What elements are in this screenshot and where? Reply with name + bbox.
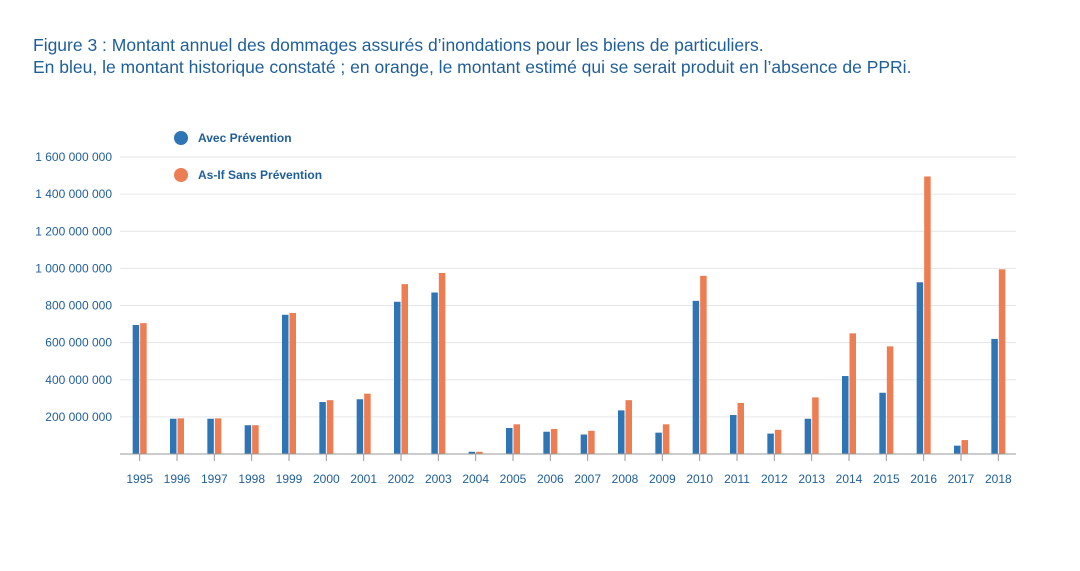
legend-label-sans: As-If Sans Prévention xyxy=(198,168,322,182)
bar-sans-2003 xyxy=(438,273,446,454)
bar-sans-2011 xyxy=(737,402,744,454)
y-tick-label: 1 000 000 000 xyxy=(35,261,112,275)
x-tick-label: 2015 xyxy=(873,472,900,486)
bar-avec-1995 xyxy=(132,324,140,454)
bar-sans-2016 xyxy=(924,176,931,454)
gridlines xyxy=(120,156,1016,418)
y-tick-label: 1 200 000 000 xyxy=(35,224,112,238)
x-tick-label: 2012 xyxy=(761,472,788,486)
bar-avec-2015 xyxy=(879,392,886,454)
bar-sans-2004 xyxy=(476,451,483,454)
bar-sans-2000 xyxy=(326,400,334,454)
caption-line-1: Figure 3 : Montant annuel des dommages a… xyxy=(33,35,764,55)
y-tick-label: 200 000 000 xyxy=(45,410,112,424)
y-tick-label: 1 600 000 000 xyxy=(35,150,112,164)
x-tick-label: 2018 xyxy=(985,472,1012,486)
x-tick-label: 2000 xyxy=(313,472,340,486)
bar-sans-2005 xyxy=(513,424,520,454)
bar-sans-2002 xyxy=(401,284,408,454)
bar-sans-1999 xyxy=(289,312,296,454)
bar-sans-2018 xyxy=(998,269,1006,454)
bar-avec-1997 xyxy=(207,418,214,454)
bar-avec-2006 xyxy=(543,431,550,454)
bar-sans-2013 xyxy=(812,397,819,454)
bar-avec-2000 xyxy=(319,402,326,454)
bar-avec-2013 xyxy=(804,418,812,454)
x-tick-label: 2013 xyxy=(798,472,825,486)
bar-avec-2016 xyxy=(916,282,924,454)
x-tick-label: 2007 xyxy=(574,472,601,486)
x-tick-label: 2009 xyxy=(649,472,676,486)
x-tick-label: 2011 xyxy=(724,472,750,486)
x-tick-label: 2002 xyxy=(388,472,415,486)
bar-avec-2007 xyxy=(580,434,588,454)
x-tick-label: 1996 xyxy=(164,472,191,486)
bar-avec-2011 xyxy=(730,415,737,454)
x-tick-label: 1995 xyxy=(126,472,153,486)
x-tick-label: 1998 xyxy=(238,472,265,486)
x-axis: 1995 1996 1997 1998 1999 2000 2001 2002 2003 2004… xyxy=(120,453,1016,486)
legend-label-avec: Avec Prévention xyxy=(198,131,292,145)
bar-sans-2001 xyxy=(364,393,371,454)
x-tick-label: 2017 xyxy=(948,472,975,486)
x-tick-label: 2004 xyxy=(462,472,489,486)
x-tick-label: 2006 xyxy=(537,472,564,486)
bar-avec-2018 xyxy=(991,338,998,454)
y-tick-label: 600 000 000 xyxy=(45,336,112,350)
y-tick-label: 1 400 000 000 xyxy=(35,187,112,201)
bar-avec-1999 xyxy=(282,314,289,454)
bar-avec-2002 xyxy=(394,301,401,454)
bar-avec-1998 xyxy=(244,425,252,454)
bar-sans-2015 xyxy=(886,346,894,454)
bar-avec-2009 xyxy=(655,432,662,454)
y-tick-label: 800 000 000 xyxy=(45,299,112,313)
x-tick-label: 2001 xyxy=(350,472,377,486)
bar-sans-2008 xyxy=(625,400,632,454)
bar-avec-1996 xyxy=(170,418,177,454)
figure-caption: Figure 3 : Montant annuel des dommages a… xyxy=(33,34,911,78)
bar-sans-1998 xyxy=(252,425,259,454)
bar-avec-2001 xyxy=(356,399,364,454)
x-tick-label: 2005 xyxy=(500,472,527,486)
x-tick-label: 1999 xyxy=(276,472,303,486)
bar-avec-2017 xyxy=(954,445,961,454)
x-tick-label: 2008 xyxy=(612,472,639,486)
bar-sans-2006 xyxy=(550,428,558,454)
x-tick-label: 1997 xyxy=(201,472,228,486)
bar-avec-2010 xyxy=(692,300,700,454)
bar-sans-1997 xyxy=(214,418,222,454)
bar-avec-2014 xyxy=(842,376,849,454)
x-tick-label: 2014 xyxy=(836,472,863,486)
bar-avec-2003 xyxy=(431,292,438,454)
bar-sans-1995 xyxy=(140,323,147,454)
legend-marker-avec xyxy=(174,131,188,145)
bar-sans-2010 xyxy=(700,275,707,454)
x-tick-label: 2010 xyxy=(686,472,713,486)
bar-sans-1996 xyxy=(177,418,184,454)
x-tick-label: 2016 xyxy=(910,472,937,486)
bar-sans-2012 xyxy=(774,429,782,454)
bar-sans-2009 xyxy=(662,424,670,454)
legend: Avec Prévention As-If Sans Prévention xyxy=(174,131,322,182)
bar-avec-2012 xyxy=(767,433,774,454)
caption-line-2: En bleu, le montant historique constaté … xyxy=(33,57,912,77)
y-tick-label: 400 000 000 xyxy=(45,373,112,387)
legend-marker-sans xyxy=(174,168,188,182)
bar-avec-2005 xyxy=(506,428,513,454)
bar-sans-2014 xyxy=(849,333,856,454)
bars xyxy=(132,176,1006,454)
bar-sans-2017 xyxy=(961,440,968,454)
x-tick-label: 2003 xyxy=(425,472,452,486)
bar-avec-2004 xyxy=(468,451,476,454)
bar-avec-2008 xyxy=(618,410,625,454)
y-axis-tick-labels: 200 000 000 400 000 000 600 000 000 800 000… xyxy=(35,150,112,424)
bar-sans-2007 xyxy=(588,430,595,454)
